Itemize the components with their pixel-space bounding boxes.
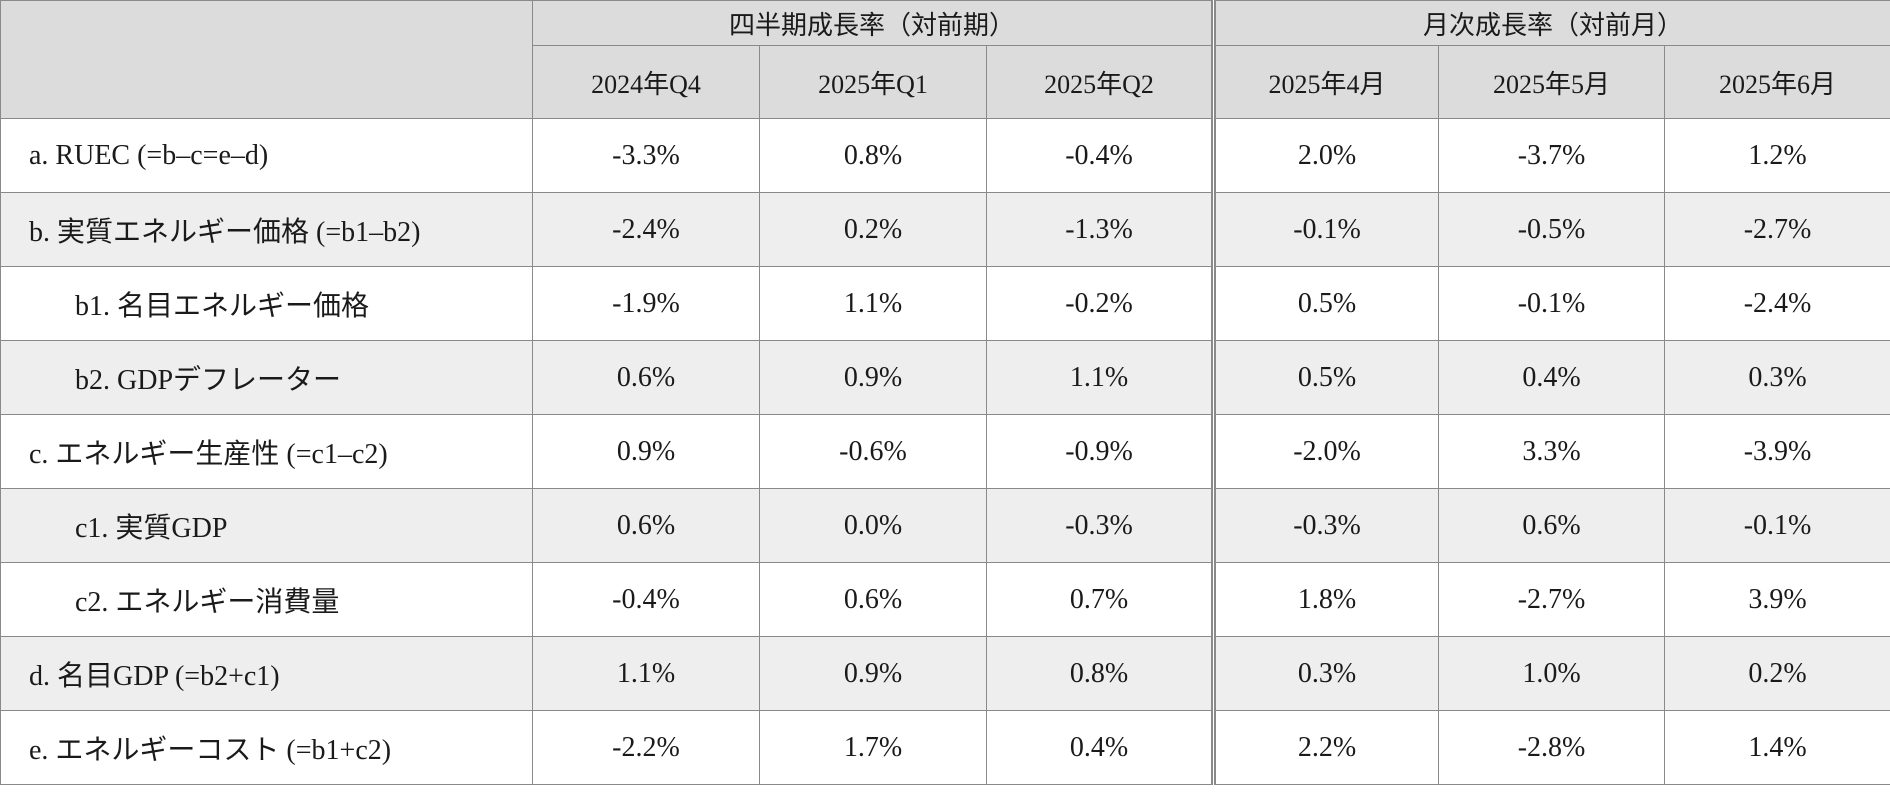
row-label: d. 名目GDP (=b2+c1)	[0, 636, 533, 711]
table-row: a. RUEC (=b–c=e–d) -3.3% 0.8% -0.4% 2.0%…	[0, 118, 1890, 193]
row-label: b1. 名目エネルギー価格	[0, 266, 533, 341]
table-cell: 0.9%	[759, 340, 987, 415]
table-row: b. 実質エネルギー価格 (=b1–b2) -2.4% 0.2% -1.3% -…	[0, 192, 1890, 267]
table-cell: -0.2%	[985, 266, 1215, 341]
table-cell: -0.4%	[532, 562, 760, 637]
table-row: b2. GDPデフレーター 0.6% 0.9% 1.1% 0.5% 0.4% 0…	[0, 340, 1890, 415]
table-cell: 0.0%	[759, 488, 987, 563]
row-label: c1. 実質GDP	[0, 488, 533, 563]
table-cell: 0.2%	[759, 192, 987, 267]
table-cell: -0.1%	[1211, 192, 1440, 267]
table-cell: -0.5%	[1438, 192, 1666, 267]
table-cell: -0.3%	[1211, 488, 1440, 563]
row-label: b. 実質エネルギー価格 (=b1–b2)	[0, 192, 533, 267]
column-header: 2025年Q2	[985, 45, 1215, 119]
table-cell: 1.2%	[1664, 118, 1890, 193]
table-cell: -3.3%	[532, 118, 760, 193]
table-cell: -0.3%	[985, 488, 1215, 563]
table-cell: -2.0%	[1211, 414, 1440, 489]
table-cell: 1.1%	[985, 340, 1215, 415]
table-cell: 0.3%	[1664, 340, 1890, 415]
table-cell: 0.2%	[1664, 636, 1890, 711]
table-cell: 1.1%	[532, 636, 760, 711]
table-cell: 0.3%	[1211, 636, 1440, 711]
header-group-row: 四半期成長率（対前期） 月次成長率（対前月）	[0, 0, 1890, 119]
table-cell: 1.0%	[1438, 636, 1666, 711]
table-cell: -2.4%	[532, 192, 760, 267]
row-label: e. エネルギーコスト (=b1+c2)	[0, 710, 533, 785]
table-cell: 0.6%	[532, 340, 760, 415]
table-cell: -0.1%	[1438, 266, 1666, 341]
table-cell: 3.3%	[1438, 414, 1666, 489]
table-cell: -2.7%	[1438, 562, 1666, 637]
column-header: 2024年Q4	[532, 45, 760, 119]
table-cell: 0.8%	[985, 636, 1215, 711]
table-cell: 1.8%	[1211, 562, 1440, 637]
header-corner-cell	[0, 0, 533, 119]
table-cell: -1.3%	[985, 192, 1215, 267]
header-group-monthly: 月次成長率（対前月）	[1211, 0, 1890, 46]
table-cell: 0.9%	[759, 636, 987, 711]
header-group-quarterly: 四半期成長率（対前期）	[531, 0, 1215, 46]
table-cell: -0.9%	[985, 414, 1215, 489]
table-row: b1. 名目エネルギー価格 -1.9% 1.1% -0.2% 0.5% -0.1…	[0, 266, 1890, 341]
table-cell: 3.9%	[1664, 562, 1890, 637]
table-cell: 0.6%	[759, 562, 987, 637]
table-cell: -2.7%	[1664, 192, 1890, 267]
table-cell: -2.8%	[1438, 710, 1666, 785]
table-cell: 2.2%	[1211, 710, 1440, 785]
column-header: 2025年4月	[1211, 45, 1440, 119]
table-cell: 0.5%	[1211, 266, 1440, 341]
column-header: 2025年5月	[1438, 45, 1666, 119]
table-cell: 0.6%	[1438, 488, 1666, 563]
header-period-row: 2024年Q4 2025年Q1 2025年Q2 2025年4月 2025年5月 …	[1, 45, 1890, 119]
row-label: a. RUEC (=b–c=e–d)	[0, 118, 533, 193]
table-row: d. 名目GDP (=b2+c1) 1.1% 0.9% 0.8% 0.3% 1.…	[0, 636, 1890, 711]
table-cell: 0.8%	[759, 118, 987, 193]
table-cell: 0.5%	[1211, 340, 1440, 415]
table-cell: -1.9%	[532, 266, 760, 341]
row-label: c. エネルギー生産性 (=c1–c2)	[0, 414, 533, 489]
table-cell: 1.7%	[759, 710, 987, 785]
table-cell: -0.1%	[1664, 488, 1890, 563]
table-cell: 0.4%	[985, 710, 1215, 785]
table-row: c1. 実質GDP 0.6% 0.0% -0.3% -0.3% 0.6% -0.…	[0, 488, 1890, 563]
table-cell: 0.6%	[532, 488, 760, 563]
table-cell: -0.4%	[985, 118, 1215, 193]
table-cell: -3.7%	[1438, 118, 1666, 193]
table-cell: 0.4%	[1438, 340, 1666, 415]
row-label: b2. GDPデフレーター	[0, 340, 533, 415]
table-row: c. エネルギー生産性 (=c1–c2) 0.9% -0.6% -0.9% -2…	[0, 414, 1890, 489]
row-label: c2. エネルギー消費量	[0, 562, 533, 637]
column-header: 2025年Q1	[759, 45, 987, 119]
table-cell: 0.7%	[985, 562, 1215, 637]
table-body: a. RUEC (=b–c=e–d) -3.3% 0.8% -0.4% 2.0%…	[0, 118, 1890, 785]
table-header: 四半期成長率（対前期） 月次成長率（対前月） 2024年Q4 2025年Q1 2…	[0, 0, 1890, 119]
table-cell: 0.9%	[532, 414, 760, 489]
table-cell: -0.6%	[759, 414, 987, 489]
table-cell: 2.0%	[1211, 118, 1440, 193]
table-cell: -2.2%	[532, 710, 760, 785]
table-row: c2. エネルギー消費量 -0.4% 0.6% 0.7% 1.8% -2.7% …	[0, 562, 1890, 637]
table-cell: 1.4%	[1664, 710, 1890, 785]
table-row: e. エネルギーコスト (=b1+c2) -2.2% 1.7% 0.4% 2.2…	[0, 710, 1890, 785]
column-header: 2025年6月	[1664, 45, 1890, 119]
table-cell: -2.4%	[1664, 266, 1890, 341]
table-cell: -3.9%	[1664, 414, 1890, 489]
table-cell: 1.1%	[759, 266, 987, 341]
